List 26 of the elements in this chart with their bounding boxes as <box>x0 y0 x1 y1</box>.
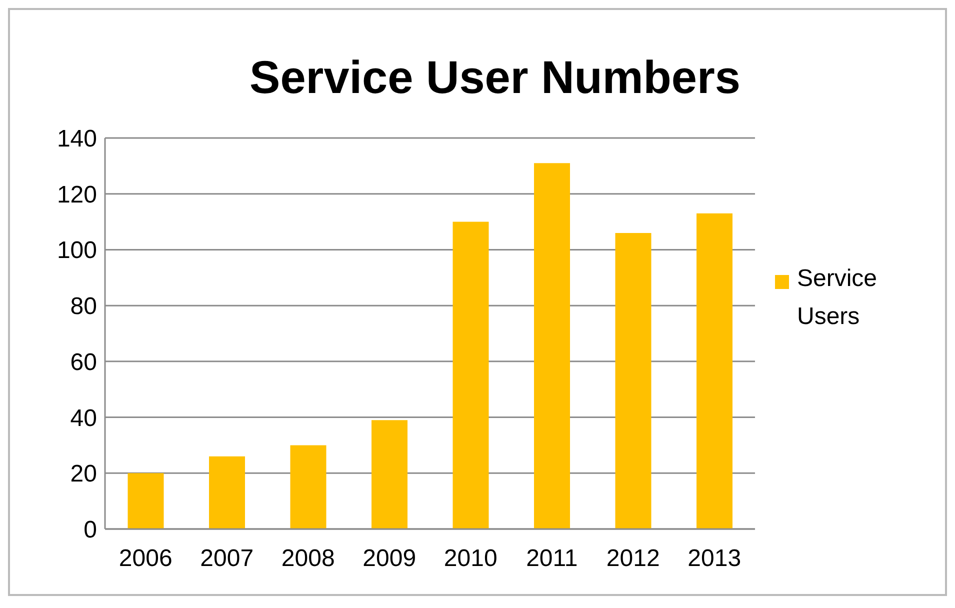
x-tick-label: 2010 <box>444 545 498 572</box>
x-tick-label: 2008 <box>281 545 335 572</box>
y-tick-label: 100 <box>56 237 97 264</box>
bar <box>452 222 489 529</box>
bar <box>372 420 408 529</box>
y-tick-label: 140 <box>56 126 97 153</box>
y-tick-label: 60 <box>70 348 97 376</box>
chart-title: Service User Numbers <box>248 50 742 104</box>
bar <box>534 163 570 529</box>
y-tick-label: 120 <box>56 181 97 208</box>
x-tick-label: 2006 <box>118 545 172 572</box>
x-tick-label: 2012 <box>606 545 660 572</box>
x-tick-label: 2009 <box>362 545 416 572</box>
legend-label: Service Users <box>797 264 878 332</box>
bar <box>696 213 732 529</box>
bar <box>209 456 245 529</box>
x-tick-label: 2007 <box>200 545 254 572</box>
y-tick-label: 80 <box>70 293 97 320</box>
y-tick-label: 40 <box>70 404 97 432</box>
bar <box>128 473 164 529</box>
x-tick-label: 2011 <box>526 545 578 572</box>
y-tick-label: 0 <box>84 516 97 544</box>
y-tick-label: 20 <box>70 460 97 488</box>
x-tick-label: 2013 <box>688 545 742 572</box>
bar <box>615 232 652 529</box>
bar <box>290 445 326 529</box>
